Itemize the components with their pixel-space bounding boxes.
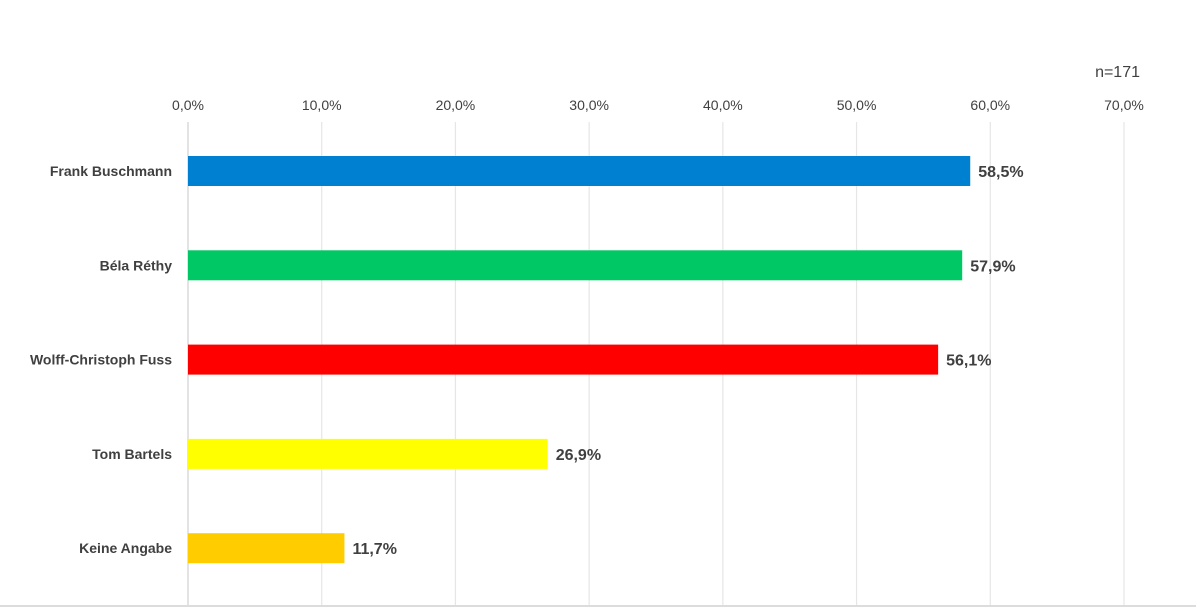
bottom-divider	[0, 605, 1196, 607]
bar	[188, 438, 548, 469]
bar	[188, 533, 345, 564]
bar	[188, 344, 939, 375]
x-tick-label: 70,0%	[1104, 97, 1144, 113]
x-tick-label: 0,0%	[172, 97, 204, 113]
sample-size-note: n=171	[1095, 64, 1140, 81]
x-tick-label: 30,0%	[569, 97, 609, 113]
data-label: 11,7%	[352, 541, 396, 558]
x-axis-tick-labels: 0,0% 10,0% 20,0% 30,0% 40,0% 50,0% 60,0% 70,0%	[172, 97, 1144, 113]
x-tick-label: 50,0%	[837, 97, 877, 113]
bar	[188, 250, 963, 281]
x-tick-label: 10,0%	[302, 97, 342, 113]
data-label: 58,5%	[978, 164, 1023, 181]
x-tick-label: 40,0%	[703, 97, 743, 113]
x-tick-label: 20,0%	[436, 97, 476, 113]
category-label: Béla Réthy	[100, 257, 173, 273]
data-labels: 58,5% 57,9% 56,1% 26,9% 11,7%	[352, 164, 1023, 558]
bars	[188, 156, 971, 564]
category-label: Keine Angabe	[79, 540, 172, 556]
category-label: Frank Buschmann	[50, 163, 172, 179]
category-label: Wolff-Christoph Fuss	[30, 352, 172, 368]
bar	[188, 156, 971, 186]
data-label: 56,1%	[946, 353, 991, 370]
data-label: 57,9%	[970, 258, 1015, 275]
data-label: 26,9%	[556, 447, 601, 464]
category-label: Tom Bartels	[92, 446, 172, 462]
category-labels: Frank Buschmann Béla Réthy Wolff-Christoph…	[30, 163, 172, 556]
x-tick-label: 60,0%	[970, 97, 1010, 113]
